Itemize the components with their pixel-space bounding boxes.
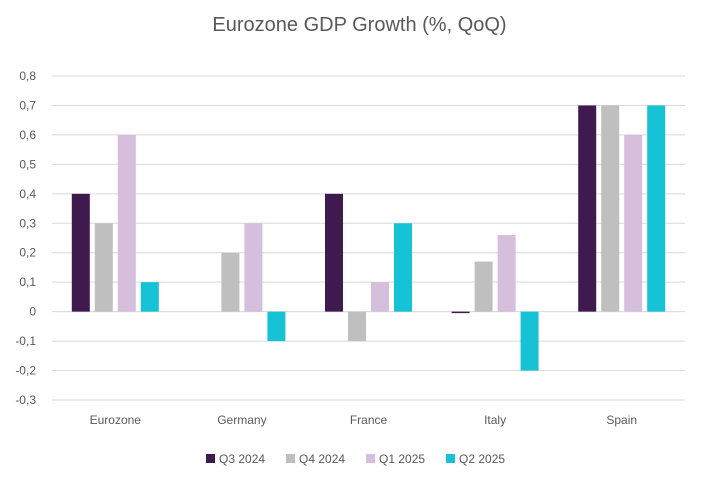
bar-germany-q1-2025 [244,223,263,312]
y-tick-label: 0,4 [19,187,36,201]
y-tick-label: 0,8 [19,69,36,83]
y-tick-label: 0,1 [19,275,36,289]
bar-eurozone-q4-2024 [94,223,113,312]
bar-spain-q2-2025 [647,105,666,312]
bar-spain-q1-2025 [624,134,643,312]
legend-swatch [286,454,295,463]
x-tick-label: France [350,413,388,427]
legend-label: Q1 2025 [379,452,425,466]
x-tick-label: Eurozone [90,413,142,427]
x-tick-label: Italy [484,413,506,427]
bar-germany-q2-2025 [267,311,286,342]
x-tick-label: Germany [217,413,266,427]
y-tick-label: 0,3 [19,216,36,230]
legend-swatch [366,454,375,463]
legend-label: Q4 2024 [299,452,345,466]
bar-france-q1-2025 [371,282,389,312]
bar-italy-q2-2025 [520,311,539,371]
y-tick-label: -0,3 [15,393,36,407]
bar-eurozone-q3-2024 [71,193,90,312]
legend-label: Q3 2024 [219,452,265,466]
bar-spain-q3-2024 [578,105,597,312]
y-tick-label: 0,7 [19,98,36,112]
bar-france-q4-2024 [348,311,366,342]
bar-italy-q1-2025 [497,235,516,312]
bar-eurozone-q2-2025 [140,282,159,312]
legend-swatch [446,454,455,463]
legend-swatch [206,454,215,463]
y-tick-label: 0,6 [19,128,36,142]
bar-germany-q4-2024 [221,252,240,312]
chart-title: Eurozone GDP Growth (%, QoQ) [212,14,507,36]
bar-eurozone-q1-2025 [117,134,136,312]
x-tick-label: Spain [606,413,637,427]
bar-spain-q4-2024 [601,105,620,312]
y-tick-label: 0,5 [19,157,36,171]
bar-france-q3-2024 [325,193,343,312]
y-tick-label: -0,1 [15,334,36,348]
bar-france-q2-2025 [394,223,412,312]
legend-label: Q2 2025 [459,452,505,466]
y-tick-label: 0,2 [19,246,36,260]
bar-italy-q4-2024 [474,261,493,312]
bar-italy-q3-2024 [451,311,470,314]
y-tick-label: -0,2 [15,364,36,378]
y-tick-label: 0 [29,305,36,319]
